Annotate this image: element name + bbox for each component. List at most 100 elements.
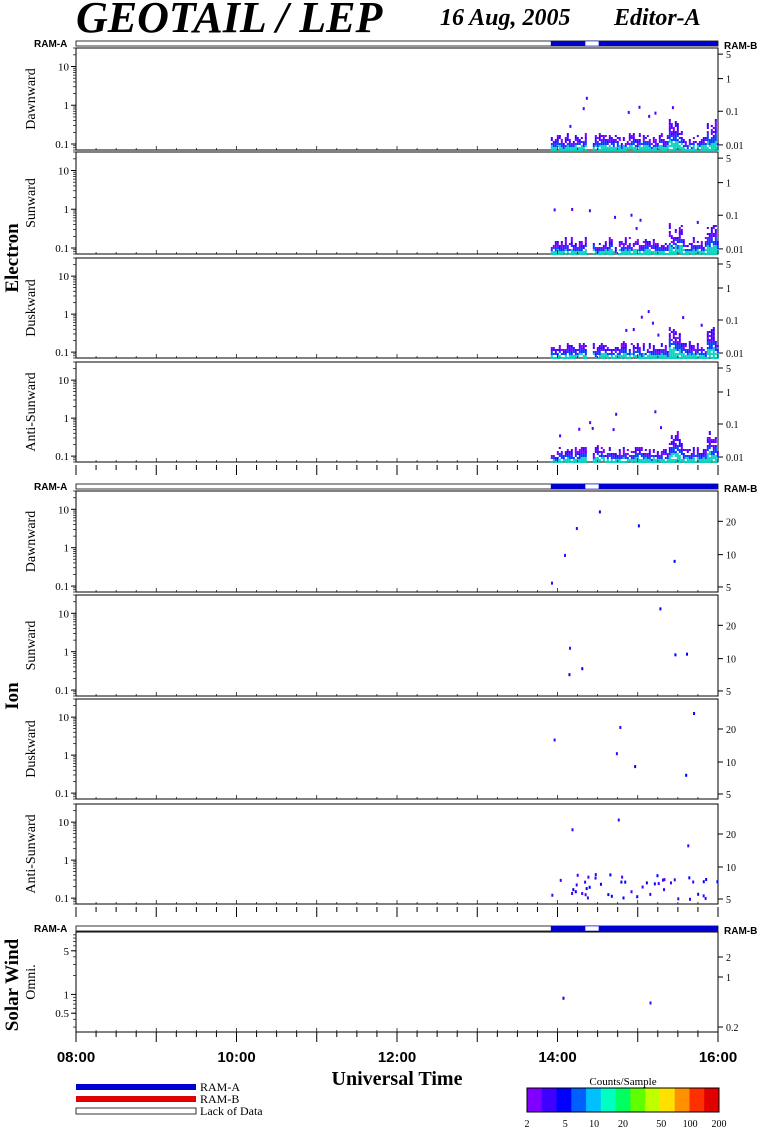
- data-cell: [592, 343, 595, 345]
- data-cell: [670, 353, 673, 355]
- data-cell: [570, 147, 573, 149]
- data-cell: [600, 143, 603, 145]
- data-cell: [708, 253, 711, 255]
- data-cell: [710, 237, 713, 239]
- data-cell: [668, 225, 671, 227]
- data-cell: [636, 347, 639, 349]
- data-cell: [622, 243, 625, 245]
- data-cell: [654, 139, 657, 141]
- data-cell: [710, 353, 713, 355]
- data-cell: [646, 355, 649, 357]
- data-cell: [704, 253, 707, 255]
- data-cell: [692, 461, 695, 463]
- data-cell: [568, 451, 571, 453]
- data-cell: [714, 145, 717, 147]
- data-cell: [639, 218, 642, 222]
- data-cell: [660, 461, 663, 463]
- data-cell: [668, 139, 671, 141]
- data-cell: [688, 457, 691, 459]
- data-cell: [660, 457, 663, 459]
- data-cell: [632, 355, 635, 357]
- data-cell: [714, 249, 717, 251]
- data-cell: [670, 455, 673, 457]
- data-cell: [648, 453, 651, 455]
- data-cell: [674, 141, 677, 143]
- data-cell: [568, 145, 571, 147]
- data-cell: [658, 135, 661, 137]
- y-tick-label: 0.1: [55, 685, 69, 697]
- data-cell: [610, 249, 613, 251]
- data-cell: [568, 459, 571, 461]
- data-cell: [668, 347, 671, 349]
- data-cell: [686, 457, 689, 459]
- data-cell: [682, 459, 685, 461]
- data-cell: [642, 251, 645, 253]
- data-cell: [678, 457, 681, 459]
- data-cell: [670, 235, 673, 237]
- data-cell: [712, 235, 715, 237]
- data-cell: [574, 890, 577, 894]
- data-cell: [676, 127, 679, 129]
- data-cell: [700, 349, 703, 351]
- data-cell: [562, 457, 565, 459]
- data-cell: [712, 243, 715, 245]
- data-cell: [628, 245, 631, 247]
- data-cell: [696, 145, 699, 147]
- data-cell: [622, 355, 625, 357]
- data-cell: [684, 141, 687, 143]
- data-cell: [614, 247, 617, 249]
- data-cell: [714, 253, 717, 255]
- data-cell: [654, 251, 657, 253]
- data-cell: [702, 251, 705, 253]
- data-cell: [584, 893, 587, 897]
- data-cell: [680, 245, 683, 247]
- data-cell: [614, 141, 617, 143]
- data-cell: [712, 439, 715, 441]
- data-cell: [682, 345, 685, 347]
- data-cell: [582, 447, 585, 449]
- data-cell: [578, 353, 581, 355]
- data-cell: [582, 251, 585, 253]
- data-cell: [648, 355, 651, 357]
- y2-tick-label: 20: [726, 725, 736, 736]
- data-cell: [640, 353, 643, 355]
- data-cell: [578, 459, 581, 461]
- data-cell: [708, 355, 711, 357]
- data-cell: [594, 137, 597, 139]
- data-cell: [624, 453, 627, 455]
- data-cell: [576, 143, 579, 145]
- data-cell: [550, 137, 553, 139]
- y-tick-label: 0.1: [55, 451, 69, 463]
- data-cell: [634, 251, 637, 253]
- data-cell: [674, 355, 677, 357]
- data-cell: [652, 243, 655, 245]
- data-cell: [705, 877, 708, 881]
- data-cell: [578, 449, 581, 451]
- data-cell: [674, 339, 677, 341]
- data-cell: [688, 139, 691, 141]
- x-tick-label: 16:00: [699, 1049, 737, 1066]
- data-cell: [571, 828, 574, 832]
- data-cell: [706, 335, 709, 337]
- data-cell: [706, 133, 709, 135]
- data-cell: [662, 253, 665, 255]
- data-cell: [662, 449, 665, 451]
- data-cell: [636, 351, 639, 353]
- data-cell: [550, 147, 553, 149]
- data-cell: [576, 451, 579, 453]
- data-cell: [562, 455, 565, 457]
- y2-tick-label: 5: [726, 583, 731, 594]
- data-cell: [664, 347, 667, 349]
- data-cell: [712, 127, 715, 129]
- data-cell: [647, 310, 650, 314]
- data-cell: [553, 738, 556, 742]
- data-cell: [644, 455, 647, 457]
- data-cell: [570, 347, 573, 349]
- data-cell: [652, 239, 655, 241]
- data-cell: [714, 441, 717, 443]
- data-cell: [646, 251, 649, 253]
- data-cell: [668, 461, 671, 463]
- data-cell: [630, 213, 633, 217]
- data-cell: [650, 251, 653, 253]
- data-cell: [697, 892, 700, 896]
